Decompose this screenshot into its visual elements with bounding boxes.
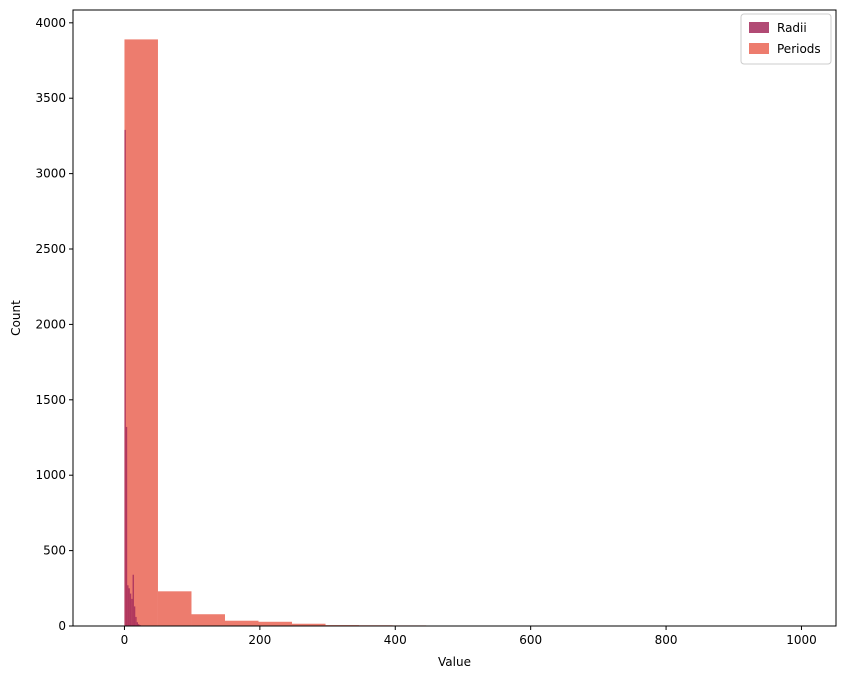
- radii-bar-8: [135, 616, 137, 626]
- legend-swatch-radii: [749, 22, 769, 33]
- radii-bar-2: [127, 585, 129, 626]
- radii-bar-1: [125, 426, 128, 626]
- y-tick-label-4: 2000: [35, 317, 66, 331]
- x-tick-label-0: 0: [121, 633, 129, 647]
- radii-bar-4: [129, 593, 132, 626]
- y-tick-label-7: 3500: [35, 91, 66, 105]
- radii-bar-7: [133, 606, 136, 626]
- periods-bar-1: [157, 591, 192, 626]
- y-tick-label-2: 1000: [35, 468, 66, 482]
- y-tick-label-0: 0: [58, 619, 66, 633]
- legend-swatch-periods: [749, 43, 769, 54]
- x-tick-label-2: 400: [384, 633, 407, 647]
- x-tick-label-4: 800: [655, 633, 678, 647]
- legend: Radii Periods: [740, 13, 832, 65]
- periods-bar-3: [224, 620, 259, 626]
- radii-bar-6: [132, 574, 134, 626]
- radii-bar-10: [137, 624, 140, 626]
- x-axis-label: Value: [438, 655, 471, 669]
- y-axis-label: Count: [9, 300, 23, 336]
- radii-bar-9: [136, 622, 138, 626]
- periods-bar-0: [124, 39, 158, 626]
- y-tick-label-6: 3000: [35, 167, 66, 181]
- x-tick-label-1: 200: [248, 633, 271, 647]
- legend-label-periods: Periods: [777, 42, 821, 56]
- y-tick-label-8: 4000: [35, 16, 66, 30]
- plot-frame: [72, 9, 837, 627]
- legend-label-radii: Radii: [777, 21, 807, 35]
- y-tick-label-1: 500: [43, 544, 66, 558]
- radii-bar-3: [128, 588, 130, 626]
- periods-bar-4: [258, 621, 293, 626]
- radii-bar-5: [131, 598, 133, 626]
- x-tick-label-3: 600: [519, 633, 542, 647]
- y-tick-label-3: 1500: [35, 393, 66, 407]
- y-tick-label-5: 2500: [35, 242, 66, 256]
- x-tick-label-5: 1000: [786, 633, 817, 647]
- periods-bar-5: [292, 623, 326, 626]
- radii-bar-0: [124, 129, 126, 626]
- axes-layer: 0 200 400 600 800 1000 0 500 1000 1500 2000 2500 300…: [35, 9, 837, 647]
- periods-bar-2: [191, 614, 225, 626]
- bars-layer: [124, 39, 795, 626]
